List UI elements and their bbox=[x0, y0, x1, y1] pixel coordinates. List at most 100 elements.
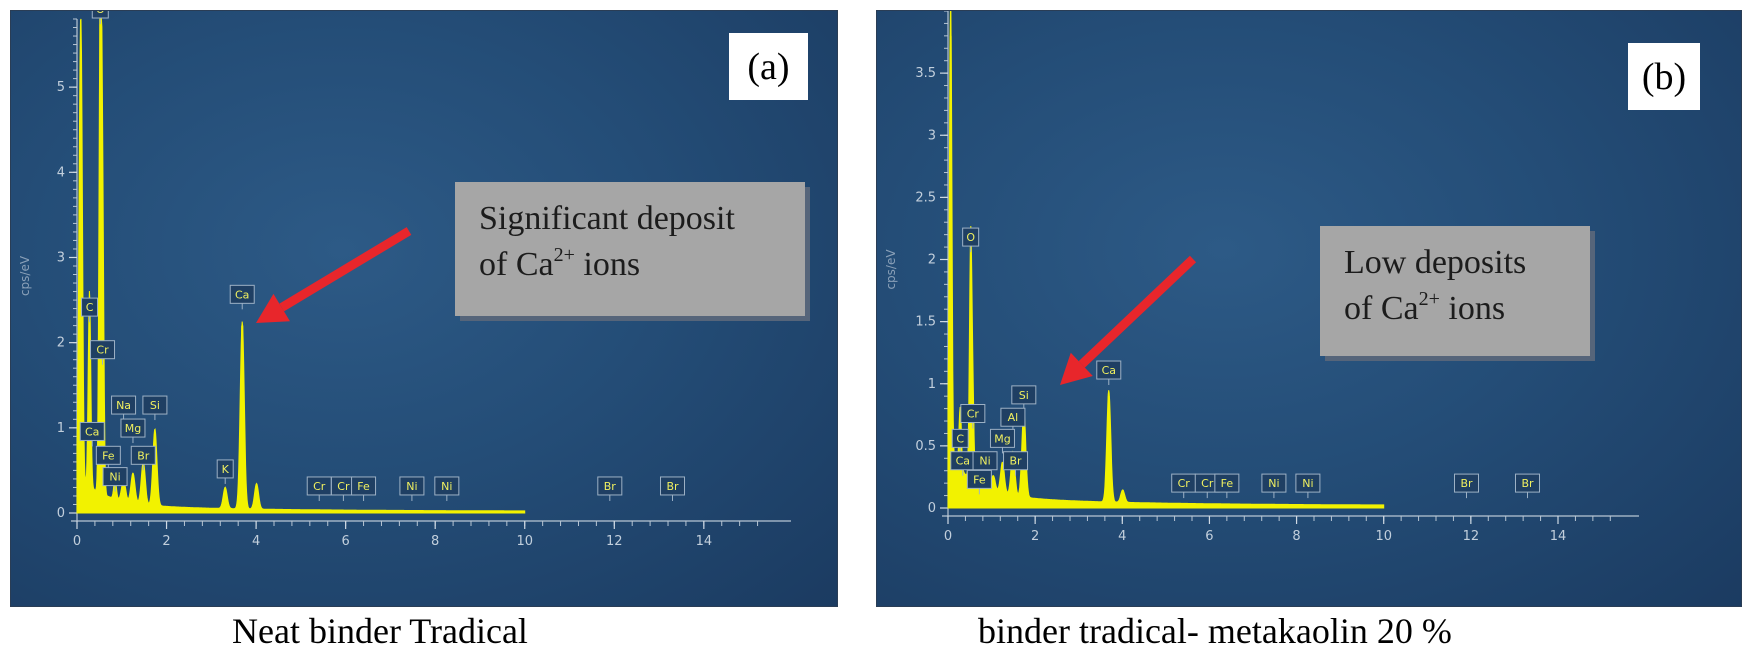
y-axis-label: cps/eV bbox=[884, 249, 898, 290]
peak-label: Cr bbox=[337, 480, 350, 493]
panel-b-spectrum: 0 0.5 1 1.5 2 2.5 3 3.5 0 2 4 6 8 10 12 14 cps/eV O Cr Si Al… bbox=[876, 10, 1742, 607]
peak-label: Si bbox=[1019, 389, 1029, 402]
peak-label: Ni bbox=[441, 480, 452, 493]
peak-label: C bbox=[86, 301, 94, 314]
x-tick-label: 4 bbox=[1118, 529, 1126, 544]
peak-label-box bbox=[142, 395, 168, 415]
callout-a-line1: Significant deposit bbox=[479, 200, 735, 237]
peak-label-box bbox=[951, 428, 969, 448]
panel-a-spectrum: 01234502468101214cps/eVOCCrNaSiMgCaFeBrN… bbox=[10, 10, 838, 607]
y-tick-label: 3 bbox=[928, 128, 936, 143]
peak-label-box bbox=[960, 404, 986, 424]
callout-b-line1: Low deposits bbox=[1344, 244, 1527, 281]
peak-label-box bbox=[130, 445, 156, 465]
x-tick-label: 6 bbox=[342, 534, 350, 549]
y-tick-label: 4 bbox=[57, 165, 65, 180]
peak-label: Ca bbox=[235, 288, 249, 301]
peak-label: Br bbox=[1521, 477, 1534, 490]
x-tick-label: 0 bbox=[73, 534, 81, 549]
peak-label-box bbox=[966, 469, 992, 489]
peak-label: Ca bbox=[1102, 364, 1116, 377]
peak-label-box bbox=[229, 284, 255, 304]
peak-label: Cr bbox=[96, 344, 109, 357]
peak-label: Ni bbox=[979, 455, 990, 468]
peak-label-box bbox=[90, 340, 116, 360]
y-tick-label: 3 bbox=[57, 250, 65, 265]
spectrum-fill bbox=[947, 11, 1385, 509]
peak-label: Br bbox=[604, 480, 617, 493]
callout-a-line2: of Ca2+ ions bbox=[479, 244, 641, 283]
peak-label: Ca bbox=[85, 425, 99, 438]
peak-label: Mg bbox=[994, 432, 1010, 445]
peak-label: Fe bbox=[1221, 477, 1234, 490]
y-tick-label: 5 bbox=[57, 80, 65, 95]
peak-label: Ni bbox=[1302, 477, 1313, 490]
callout-a: Significant deposit of Ca2+ ions bbox=[455, 182, 805, 316]
x-tick-label: 12 bbox=[606, 534, 623, 549]
x-tick-label: 6 bbox=[1205, 529, 1213, 544]
peak-label-box bbox=[399, 476, 425, 496]
caption-a: Neat binder Tradical bbox=[232, 611, 528, 651]
y-tick-label: 1 bbox=[928, 377, 936, 392]
peak-label-box bbox=[962, 227, 980, 247]
peak-label: Ca bbox=[956, 455, 970, 468]
peak-label-box bbox=[989, 428, 1015, 448]
peak-label-box bbox=[79, 421, 105, 441]
peak-label-box bbox=[1295, 473, 1321, 493]
peak-label-box bbox=[91, 11, 109, 19]
peak-label: C bbox=[956, 432, 964, 445]
panel-a-tag: (a) bbox=[729, 33, 808, 100]
panel-b-tag: (b) bbox=[1628, 43, 1700, 110]
y-tick-label: 1.5 bbox=[915, 315, 936, 330]
peak-label: Br bbox=[137, 449, 150, 462]
peak-label-box bbox=[95, 445, 121, 465]
peak-label-box bbox=[1214, 473, 1240, 493]
peak-label-box bbox=[111, 395, 137, 415]
peak-label: Br bbox=[1460, 477, 1473, 490]
peak-label: Fe bbox=[973, 473, 986, 486]
peak-label: Ni bbox=[109, 471, 120, 484]
callout-b-line2: of Ca2+ ions bbox=[1344, 288, 1506, 327]
y-tick-label: 0.5 bbox=[915, 439, 936, 454]
y-tick-label: 0 bbox=[57, 506, 65, 521]
spectrum-chart-a: 01234502468101214cps/eVOCCrNaSiMgCaFeBrN… bbox=[18, 11, 791, 549]
peak-label-box bbox=[216, 459, 234, 479]
peak-label-box bbox=[1515, 473, 1540, 493]
peak-label-box bbox=[1261, 473, 1287, 493]
x-tick-label: 10 bbox=[1375, 529, 1392, 544]
peak-label: Cr bbox=[1178, 477, 1191, 490]
peak-label: Al bbox=[1008, 411, 1019, 424]
peak-label-box bbox=[351, 476, 377, 496]
x-tick-label: 14 bbox=[1550, 529, 1567, 544]
peak-label: Cr bbox=[967, 408, 980, 421]
peak-label: Ni bbox=[1268, 477, 1279, 490]
callout-arrow-shaft bbox=[279, 227, 412, 312]
callout-b: Low deposits of Ca2+ ions bbox=[1320, 226, 1590, 356]
peak-label: O bbox=[966, 231, 975, 244]
callout-arrow-head bbox=[1060, 352, 1093, 385]
y-axis-label: cps/eV bbox=[18, 255, 32, 296]
x-tick-label: 4 bbox=[252, 534, 260, 549]
peak-label: O bbox=[96, 11, 105, 16]
peak-label: Cr bbox=[313, 480, 326, 493]
peak-label: Ni bbox=[406, 480, 417, 493]
spectrum-fill bbox=[76, 18, 526, 514]
y-tick-label: 2 bbox=[928, 253, 936, 268]
y-tick-label: 1 bbox=[57, 421, 65, 436]
y-tick-label: 0 bbox=[928, 501, 936, 516]
peak-label: Fe bbox=[357, 480, 370, 493]
peak-label-box bbox=[1003, 451, 1029, 471]
x-tick-label: 8 bbox=[1292, 529, 1300, 544]
peak-label: K bbox=[222, 463, 230, 476]
peak-label: Fe bbox=[102, 449, 115, 462]
peak-label: Br bbox=[1009, 455, 1022, 468]
spectrum-chart-b: 0 0.5 1 1.5 2 2.5 3 3.5 0 2 4 6 8 10 12 14 cps/eV O Cr SiAl… bbox=[884, 11, 1639, 544]
x-tick-label: 0 bbox=[944, 529, 952, 544]
peak-label-box bbox=[1000, 407, 1026, 427]
peak-label-box bbox=[434, 476, 460, 496]
x-tick-label: 12 bbox=[1463, 529, 1480, 544]
peak-label: Mg bbox=[125, 422, 141, 435]
peak-label: Br bbox=[666, 480, 679, 493]
peak-label-box bbox=[1011, 385, 1037, 405]
peak-label: Cr bbox=[1201, 477, 1214, 490]
